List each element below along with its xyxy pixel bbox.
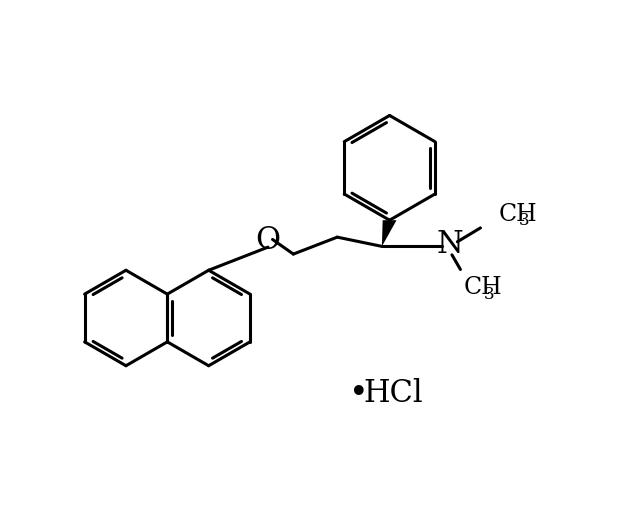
Text: CH: CH xyxy=(463,277,502,299)
Text: O: O xyxy=(255,226,280,257)
Text: •: • xyxy=(349,377,369,410)
Polygon shape xyxy=(382,220,397,246)
Text: 3: 3 xyxy=(484,286,494,302)
Text: 3: 3 xyxy=(519,213,529,229)
Text: N: N xyxy=(436,229,463,260)
Text: HCl: HCl xyxy=(364,378,423,409)
Text: CH: CH xyxy=(499,204,538,226)
